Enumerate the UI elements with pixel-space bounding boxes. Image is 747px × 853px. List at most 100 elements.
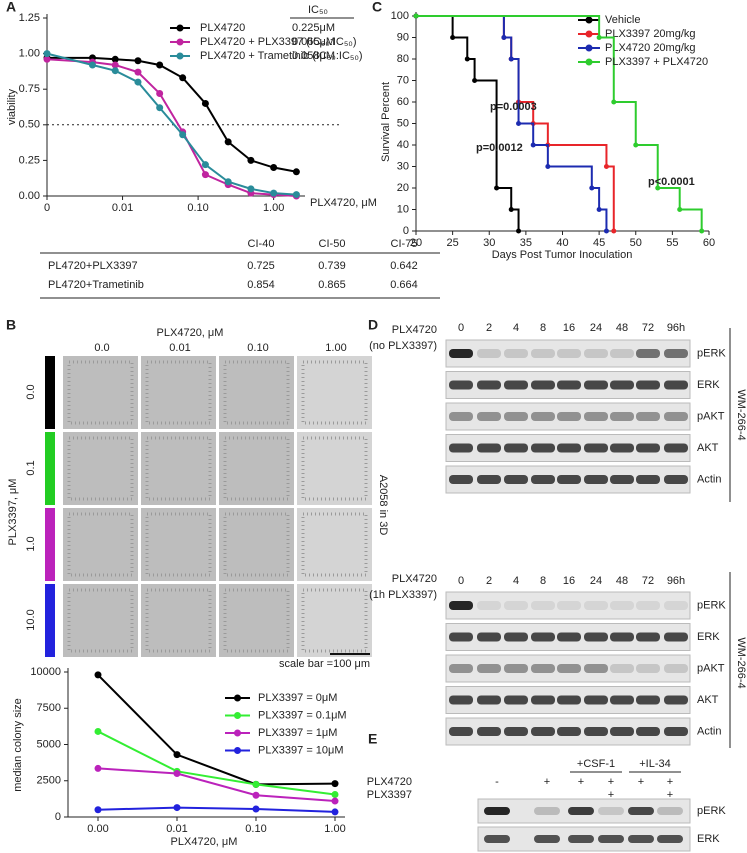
ic50-value: 0.058μM [292,50,335,62]
treatment-sign: + [578,776,584,788]
panel-label: B [6,317,16,333]
blot-band [477,475,501,484]
treatment-sign: + [544,776,550,788]
data-point [94,764,102,772]
data-point [111,55,119,63]
y-tick-label: 30 [397,160,409,172]
data-point [472,78,478,83]
blot-row-label: pAKT [697,410,725,422]
blot-band [534,835,560,843]
blot-band [636,695,660,705]
legend-marker [585,44,593,52]
ic50-value: 0.225μM [292,22,335,34]
micrograph [141,508,216,581]
series-line [97,674,336,786]
row-label: 10.0 [25,609,37,630]
ic50-value: 0.065μM [292,36,335,48]
blot-band [584,632,608,642]
blot-band [504,380,528,390]
blot-band [610,380,634,390]
blot-band [449,664,473,673]
time-label: 2 [486,322,492,334]
data-point [43,55,51,63]
blot-strip [445,402,691,431]
time-label: 72 [642,575,654,587]
y-tick-label: 100 [391,10,409,22]
data-point [88,61,96,69]
blot-band [504,475,528,484]
group-label: +IL-34 [639,758,671,770]
x-tick-label: 0.01 [112,202,133,214]
data-point [270,164,278,172]
y-tick-label: 80 [397,53,409,65]
column-label: 0.01 [169,342,190,354]
blot-band [584,349,608,358]
data-point [603,228,609,234]
blot-band [449,349,473,358]
data-point [464,56,470,62]
blot-band [664,632,688,642]
blot-strip [477,826,691,852]
blot-band [557,664,581,673]
blot-row-label: ERK [697,379,720,391]
x-tick-label: 0.10 [245,823,266,835]
blot-band [610,443,634,453]
y-axis-label: Survival Percent [380,82,392,162]
side-label: A2058 in 3D [377,475,389,536]
blot-band [568,807,594,815]
blot-band [598,807,624,815]
time-label: 8 [540,322,546,334]
blot-band [484,835,510,843]
blot-band [557,380,581,390]
table-header: CI-50 [319,238,346,250]
blot-band [557,632,581,642]
y-tick-label: 40 [397,139,409,151]
data-point [201,99,209,107]
legend-marker [585,58,593,66]
y-tick-label: 1.25 [19,12,40,24]
y-tick-label: 0.00 [19,190,40,202]
micrograph [297,508,372,581]
legend-marker [234,712,241,719]
blot-row-label: pAKT [697,662,725,674]
x-tick-label: 0.01 [166,823,187,835]
x-tick-label: 30 [483,237,495,249]
time-label: 24 [590,322,602,334]
data-point [331,791,339,799]
data-point [179,131,187,139]
blot-band [477,443,501,453]
data-point [224,178,232,186]
blot-band [636,601,660,610]
data-point [516,228,522,234]
row-color-bar [45,508,55,581]
blot-band [449,475,473,484]
row-label: 1.0 [25,536,37,551]
legend-label: PLX3397 20mg/kg [605,28,696,40]
blot-band [531,601,555,610]
data-point [603,164,609,169]
blot-row-label: Actin [697,725,721,737]
data-point [111,67,119,75]
y-tick-label: 0.50 [19,119,40,131]
blot-band [584,412,608,421]
data-point [292,191,300,199]
blot-band [449,443,473,453]
y-axis-label: median colony size [12,698,24,792]
blot-band [664,380,688,390]
data-point [173,770,181,777]
data-point [655,185,661,191]
blot-row-label: pERK [697,805,726,817]
blot-row-label: AKT [697,442,719,454]
time-label: 24 [590,575,602,587]
blot-band [504,349,528,358]
series-line [46,52,297,196]
blot-band [531,380,555,390]
data-point [252,780,260,788]
blot-band [531,695,555,705]
time-label: 16 [563,322,575,334]
treatment-label: PLX4720 [367,776,412,788]
treatment-label: PLX4720 [392,573,437,585]
data-point [508,56,514,62]
time-label: 16 [563,575,575,587]
data-point [494,185,500,191]
